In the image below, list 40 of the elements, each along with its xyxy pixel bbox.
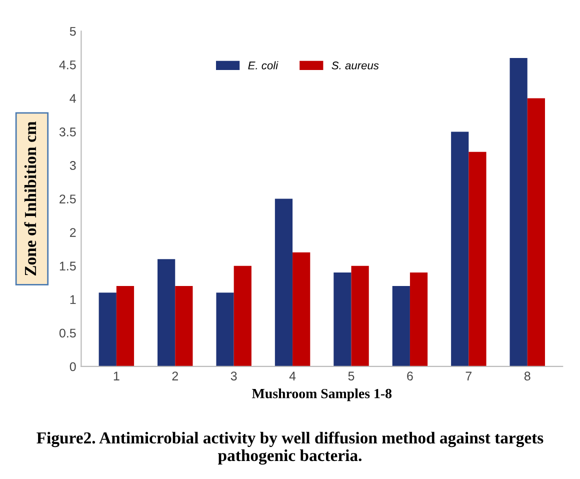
x-tick-label: 2 xyxy=(172,372,178,380)
bar xyxy=(468,152,486,366)
y-tick-label: 5 xyxy=(70,27,76,36)
legend-label: S. aureus xyxy=(332,62,379,70)
y-tick-label: 2.5 xyxy=(60,194,76,204)
bar xyxy=(274,198,293,366)
bar xyxy=(98,292,116,366)
y-axis-title: Zone of Inhibition cm xyxy=(24,122,36,276)
y-tick-label: 2 xyxy=(70,228,76,237)
y-tick-label: 0.5 xyxy=(59,328,76,338)
y-tick-label: 1 xyxy=(70,295,76,304)
y-tick-label: 1.5 xyxy=(60,262,76,270)
y-tick-label: 3 xyxy=(70,161,76,170)
y-tick-label: 4 xyxy=(70,94,76,103)
bar xyxy=(451,132,469,366)
x-tick-label: 4 xyxy=(289,372,296,380)
caption: Figure2. Antimicrobial activity by well diffusion method against targets pathogenic bacteria. xyxy=(36,432,544,465)
legend-label: E. coli xyxy=(248,61,278,70)
bar xyxy=(410,272,428,366)
bar xyxy=(175,286,193,366)
x-tick-label: 3 xyxy=(230,372,237,380)
x-tick-label: 7 xyxy=(466,372,472,380)
bar xyxy=(351,266,369,366)
x-tick-label: 8 xyxy=(524,372,530,380)
bar xyxy=(527,98,545,366)
y-tick-label: 0 xyxy=(70,362,76,372)
bar xyxy=(292,252,310,366)
x-tick-label: 6 xyxy=(407,372,413,380)
bar xyxy=(216,292,234,366)
x-tick-label: 1 xyxy=(114,372,120,380)
bar xyxy=(392,286,410,366)
bar xyxy=(116,286,134,366)
bar xyxy=(234,266,252,366)
bar xyxy=(158,259,176,366)
y-tick-label: 3.5 xyxy=(59,128,76,136)
bar xyxy=(510,58,528,366)
y-tick-label: 4.5 xyxy=(59,60,76,70)
bar xyxy=(334,272,352,366)
x-tick-label: 5 xyxy=(348,372,354,380)
x-axis-title: Mushroom Samples 1-8 xyxy=(252,388,392,402)
